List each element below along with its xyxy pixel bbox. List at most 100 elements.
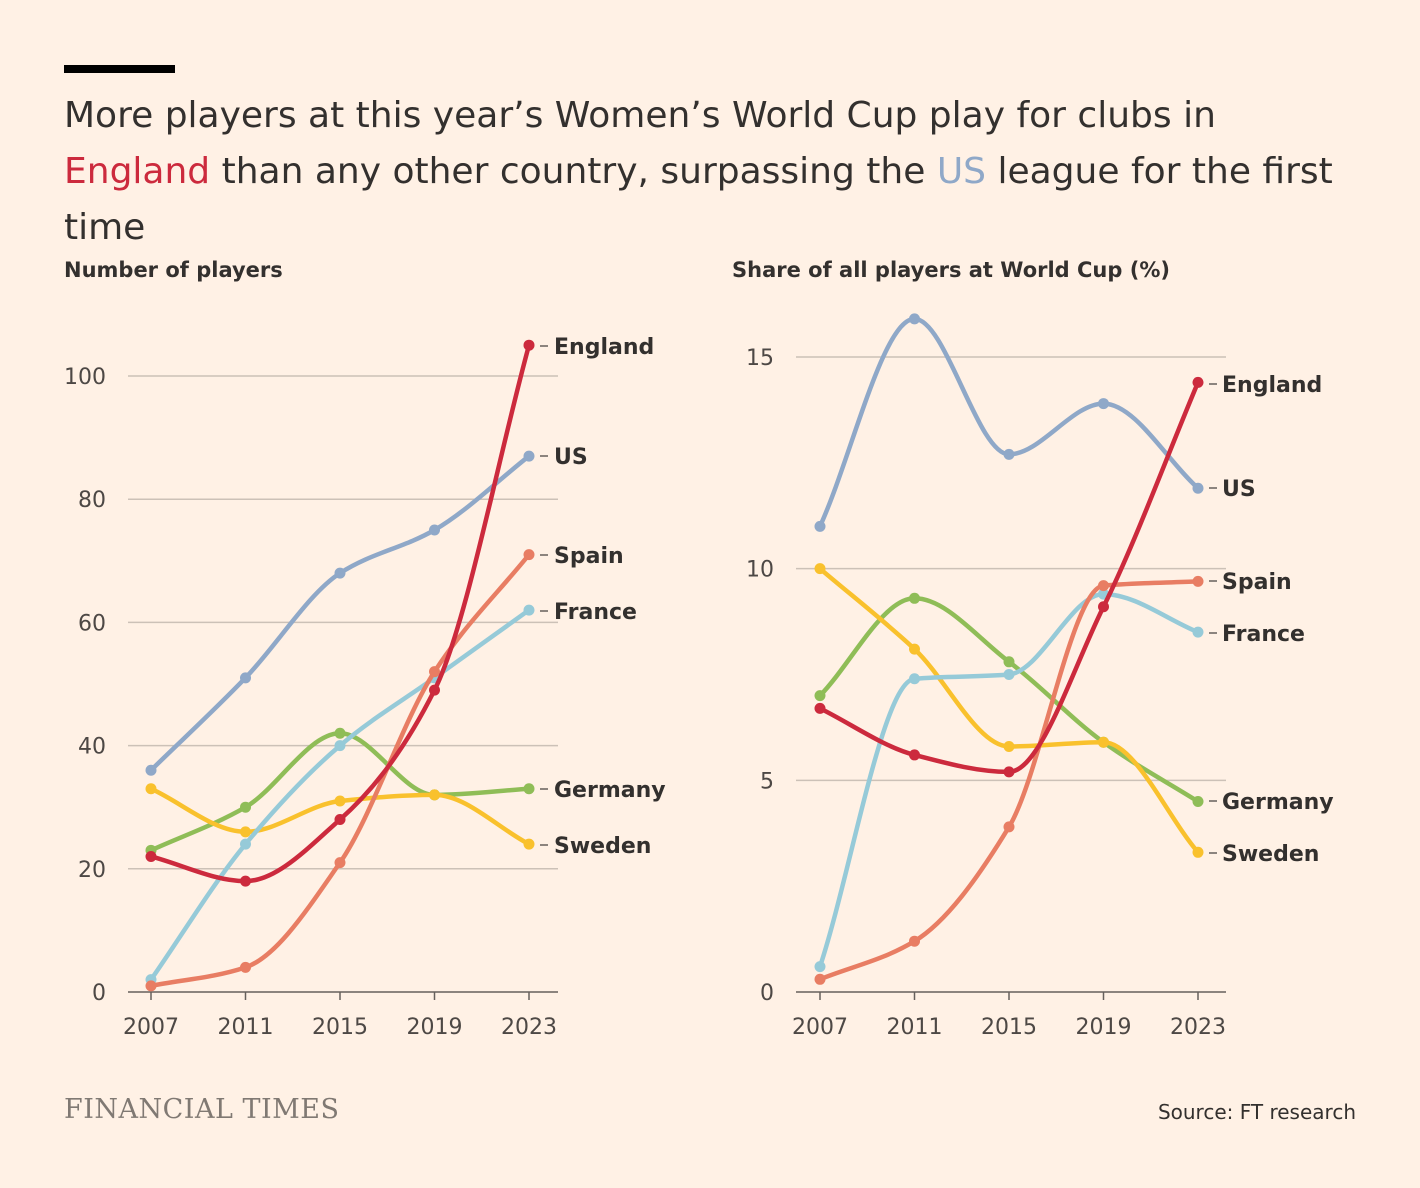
left-point-england-2015 xyxy=(334,814,346,826)
left-x-tick-2015: 2015 xyxy=(312,1015,368,1040)
right-point-sweden-2015 xyxy=(1003,740,1015,752)
headline: More players at this year’s Women’s Worl… xyxy=(64,88,1364,256)
right-point-spain-2015 xyxy=(1003,821,1015,833)
left-series-label-france: France xyxy=(554,600,637,625)
left-point-spain-2015 xyxy=(334,857,346,869)
right-point-germany-2015 xyxy=(1003,656,1015,668)
left-y-tick-0: 0 xyxy=(92,981,106,1006)
left-x-tick-2007: 2007 xyxy=(123,1015,179,1040)
left-point-spain-2007 xyxy=(145,980,157,992)
left-point-sweden-2007 xyxy=(145,783,157,795)
players-count-chart: 0 20 40 60 80 100 2007 2011 2015 2019 2023 US German… xyxy=(64,335,666,1040)
left-point-sweden-2019 xyxy=(429,789,440,801)
left-chart-title: Number of players xyxy=(64,258,283,282)
right-series-line-sweden xyxy=(817,566,1201,855)
right-point-germany-2023 xyxy=(1192,796,1204,807)
left-x-tick-2023: 2023 xyxy=(501,1015,557,1040)
right-point-germany-2007 xyxy=(814,690,826,702)
left-point-us-2007 xyxy=(145,764,157,776)
right-point-sweden-2011 xyxy=(909,643,920,655)
right-point-germany-2011 xyxy=(909,592,920,604)
right-x-tick-2007: 2007 xyxy=(792,1015,848,1040)
left-point-spain-2019 xyxy=(429,666,440,678)
left-point-us-2011 xyxy=(240,672,251,684)
right-series-line-england xyxy=(817,380,1201,775)
right-point-france-2015 xyxy=(1003,669,1015,680)
right-series-label-spain: Spain xyxy=(1222,570,1292,595)
left-point-england-2023 xyxy=(523,339,535,351)
headline-highlight-us: US xyxy=(936,151,987,192)
headline-part2: than any other country, surpassing the xyxy=(210,151,937,192)
right-point-england-2015 xyxy=(1003,766,1015,778)
right-series-label-france: France xyxy=(1222,622,1305,647)
left-series-line-spain xyxy=(148,552,532,989)
right-series-label-england: England xyxy=(1222,373,1322,398)
right-point-england-2023 xyxy=(1192,376,1204,388)
players-share-chart: 0 5 10 15 2007 2011 2015 2019 2023 US Germany Swede… xyxy=(746,313,1334,1040)
left-point-england-2011 xyxy=(240,875,251,887)
right-point-us-2011 xyxy=(909,313,920,325)
right-point-england-2019 xyxy=(1098,601,1109,613)
left-point-germany-2011 xyxy=(240,801,251,813)
right-point-spain-2007 xyxy=(814,973,826,985)
left-point-us-2015 xyxy=(334,567,346,579)
right-x-tick-2019: 2019 xyxy=(1076,1015,1132,1040)
left-y-tick-60: 60 xyxy=(78,611,106,636)
left-y-tick-40: 40 xyxy=(78,735,106,760)
right-y-tick-5: 5 xyxy=(760,769,774,794)
left-series-label-spain: Spain xyxy=(554,544,624,569)
right-x-tick-2011: 2011 xyxy=(887,1015,943,1040)
left-point-england-2019 xyxy=(429,684,440,696)
headline-rule xyxy=(64,65,175,73)
ft-logo: FINANCIAL TIMES xyxy=(64,1094,340,1125)
headline-part3: league for the first time xyxy=(64,151,1333,248)
left-point-england-2007 xyxy=(145,850,157,862)
right-point-sweden-2007 xyxy=(814,563,826,575)
right-point-spain-2019 xyxy=(1098,580,1109,592)
right-point-spain-2011 xyxy=(909,935,920,947)
left-point-sweden-2023 xyxy=(523,838,535,850)
left-point-spain-2023 xyxy=(523,549,535,561)
left-y-tick-20: 20 xyxy=(78,858,106,883)
right-series-label-germany: Germany xyxy=(1222,790,1334,815)
left-point-sweden-2015 xyxy=(334,795,346,807)
right-series-label-us: US xyxy=(1222,477,1256,502)
right-x-tick-2023: 2023 xyxy=(1170,1015,1226,1040)
left-y-tick-100: 100 xyxy=(64,365,106,390)
right-y-tick-0: 0 xyxy=(760,981,774,1006)
right-point-france-2023 xyxy=(1192,626,1204,638)
right-series-line-france xyxy=(817,591,1201,969)
right-chart-title: Share of all players at World Cup (%) xyxy=(732,258,1170,282)
left-series-label-us: US xyxy=(554,445,588,470)
left-point-sweden-2011 xyxy=(240,826,251,838)
left-y-tick-80: 80 xyxy=(78,488,106,513)
right-point-us-2019 xyxy=(1098,398,1109,410)
left-point-us-2023 xyxy=(523,450,535,462)
right-point-sweden-2019 xyxy=(1098,736,1109,748)
left-point-germany-2023 xyxy=(523,783,535,795)
right-y-tick-10: 10 xyxy=(746,558,774,583)
right-series-label-sweden: Sweden xyxy=(1222,842,1319,867)
right-point-france-2011 xyxy=(909,673,920,685)
left-series-label-england: England xyxy=(554,335,654,360)
left-point-us-2019 xyxy=(429,524,440,536)
right-point-us-2015 xyxy=(1003,448,1015,460)
left-x-tick-2019: 2019 xyxy=(407,1015,463,1040)
left-x-tick-2011: 2011 xyxy=(218,1015,274,1040)
left-series-label-germany: Germany xyxy=(554,778,666,803)
right-point-france-2007 xyxy=(814,961,826,973)
right-point-sweden-2023 xyxy=(1192,846,1204,858)
left-point-germany-2015 xyxy=(334,727,346,739)
right-point-england-2011 xyxy=(909,749,920,761)
right-point-england-2007 xyxy=(814,702,826,714)
left-series-label-sweden: Sweden xyxy=(554,834,651,859)
source-note: Source: FT research xyxy=(1157,1100,1356,1124)
right-point-us-2023 xyxy=(1192,482,1204,494)
left-series-line-england xyxy=(148,342,532,884)
right-x-tick-2015: 2015 xyxy=(981,1015,1037,1040)
right-series-line-us xyxy=(817,316,1201,529)
headline-part1: More players at this year’s Women’s Worl… xyxy=(64,95,1216,136)
right-y-tick-15: 15 xyxy=(746,346,774,371)
right-point-spain-2023 xyxy=(1192,575,1204,587)
headline-highlight-england: England xyxy=(64,151,211,192)
